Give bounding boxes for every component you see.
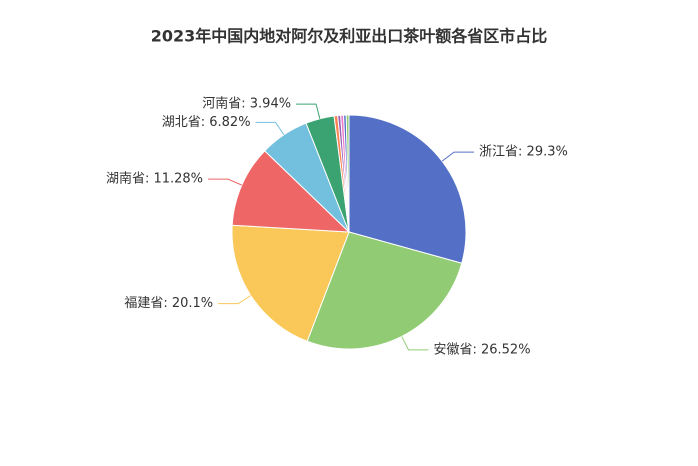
chart-title: 2023年中国内地对阿尔及利亚出口茶叶额各省区市占比 [151,27,548,46]
label-line [208,178,242,186]
slice-label: 湖南省: 11.28% [106,171,203,187]
slice-label: 河南省: 3.94% [202,96,291,112]
slice-label: 安徽省: 26.52% [433,342,530,357]
pie-slice [345,114,350,233]
label-line [441,151,475,162]
pie-slice [231,224,350,342]
slice-label: 浙江省: 29.3% [479,145,568,160]
label-line [401,336,429,351]
slice-label: 湖北省: 6.82% [162,115,251,130]
label-line [218,295,252,305]
label-line [255,121,285,136]
label-line [296,103,321,119]
pie-slice [231,150,351,233]
slice-label: 福建省: 20.1% [124,296,213,311]
